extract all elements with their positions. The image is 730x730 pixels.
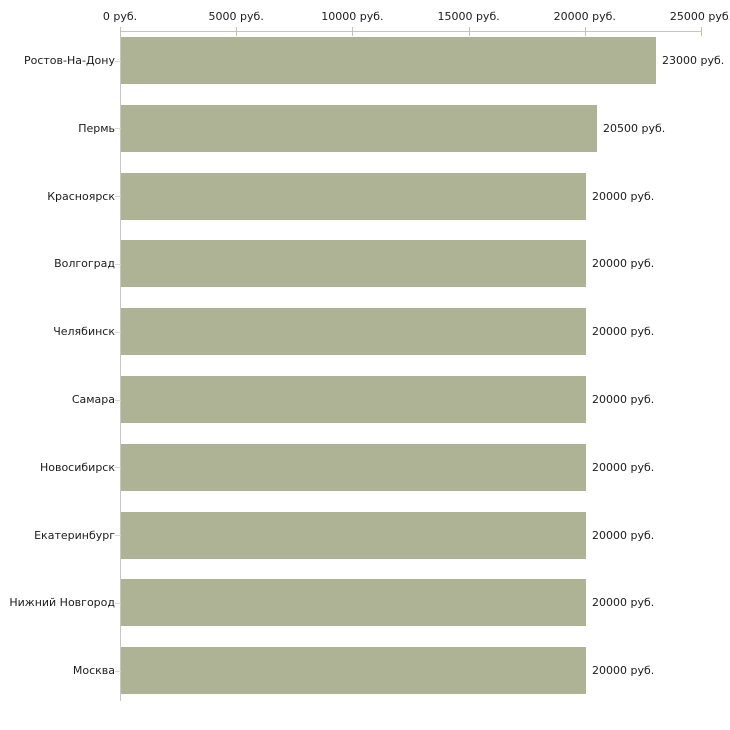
category-tick-mark bbox=[115, 400, 121, 401]
value-label: 20000 руб. bbox=[592, 461, 655, 474]
bar bbox=[121, 37, 656, 84]
x-axis-tick-label: 10000 руб. bbox=[321, 10, 384, 23]
value-label: 20000 руб. bbox=[592, 190, 655, 203]
x-axis-tick bbox=[701, 27, 702, 36]
x-axis-tick bbox=[469, 27, 470, 36]
value-label: 20000 руб. bbox=[592, 393, 655, 406]
x-axis-tick-label: 15000 руб. bbox=[437, 10, 500, 23]
category-tick-mark bbox=[115, 535, 121, 536]
bar bbox=[121, 173, 586, 220]
bar bbox=[121, 308, 586, 355]
x-axis-tick-label: 25000 руб. bbox=[669, 10, 730, 23]
bar bbox=[121, 579, 586, 626]
bar bbox=[121, 105, 597, 152]
category-label: Пермь bbox=[78, 122, 115, 135]
category-tick-mark bbox=[115, 264, 121, 265]
x-axis-tick bbox=[352, 27, 353, 36]
category-label: Екатеринбург bbox=[34, 529, 115, 542]
category-tick-mark bbox=[115, 671, 121, 672]
category-label: Ростов-На-Дону bbox=[23, 54, 115, 67]
x-axis-tick-label: 0 руб. bbox=[102, 10, 138, 23]
bar bbox=[121, 647, 586, 694]
bar bbox=[121, 376, 586, 423]
value-label: 20000 руб. bbox=[592, 257, 655, 270]
category-label: Челябинск bbox=[53, 325, 115, 338]
category-label: Красноярск bbox=[47, 190, 115, 203]
category-tick-mark bbox=[115, 196, 121, 197]
value-label: 20000 руб. bbox=[592, 529, 655, 542]
category-label: Волгоград bbox=[54, 257, 115, 270]
bar bbox=[121, 240, 586, 287]
category-label: Самара bbox=[71, 393, 115, 406]
value-label: 20000 руб. bbox=[592, 664, 655, 677]
category-label: Новосибирск bbox=[39, 461, 115, 474]
x-axis-tick bbox=[236, 27, 237, 36]
bar bbox=[121, 444, 586, 491]
category-tick-mark bbox=[115, 467, 121, 468]
value-label: 23000 руб. bbox=[662, 54, 725, 67]
category-tick-mark bbox=[115, 61, 121, 62]
x-axis-tick bbox=[120, 27, 121, 36]
value-label: 20000 руб. bbox=[592, 325, 655, 338]
value-label: 20500 руб. bbox=[603, 122, 666, 135]
category-label: Москва bbox=[72, 664, 115, 677]
category-tick-mark bbox=[115, 128, 121, 129]
category-label: Нижний Новгород bbox=[9, 596, 115, 609]
x-axis-line bbox=[120, 31, 701, 32]
category-tick-mark bbox=[115, 603, 121, 604]
x-axis-tick bbox=[585, 27, 586, 36]
value-label: 20000 руб. bbox=[592, 596, 655, 609]
y-axis-line bbox=[120, 31, 121, 701]
x-axis-tick-label: 5000 руб. bbox=[208, 10, 264, 23]
x-axis-tick-label: 20000 руб. bbox=[553, 10, 616, 23]
category-tick-mark bbox=[115, 332, 121, 333]
bar bbox=[121, 512, 586, 559]
